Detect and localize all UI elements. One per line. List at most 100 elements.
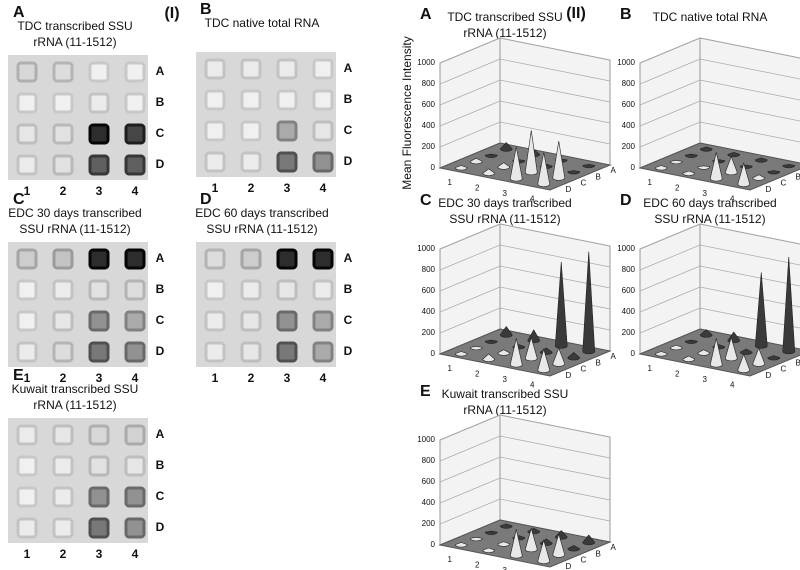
blot-spot: [16, 123, 38, 145]
panel-letter: A: [13, 4, 25, 21]
grid-line: [439, 37, 611, 64]
column-label: 3: [284, 181, 291, 195]
cone: [727, 151, 741, 158]
row-label: C: [156, 489, 165, 503]
column-label: 3: [96, 184, 103, 198]
blot-spot: [16, 92, 38, 114]
x-tick-label: 4: [530, 194, 535, 203]
blot-spot: [312, 120, 334, 142]
blot-spot: [276, 151, 298, 173]
grid-line: [439, 456, 611, 483]
grid-line: [439, 244, 611, 271]
blot-spot: [124, 248, 146, 270]
grid-line: [639, 121, 800, 148]
row-label: D: [566, 562, 572, 570]
blot-spot: [16, 486, 38, 508]
column-label: 2: [248, 371, 255, 385]
blot-spot: [16, 310, 38, 332]
cone: [554, 261, 568, 349]
y-tick-label: 1000: [617, 58, 635, 67]
cone: [537, 348, 551, 373]
x-tick-label: 1: [448, 178, 453, 187]
blot-spot: [276, 341, 298, 363]
y-tick-label: 0: [431, 349, 436, 358]
x-tick-label: 2: [675, 183, 680, 192]
row-label: D: [344, 154, 353, 168]
panel-letter: C: [13, 191, 25, 208]
grid-line: [439, 265, 611, 292]
y-tick-label: 400: [622, 307, 636, 316]
cone: [654, 351, 668, 357]
cone: [724, 336, 738, 362]
grid-line: [639, 79, 800, 106]
blot-spot: [276, 89, 298, 111]
column-label: 4: [132, 547, 139, 561]
cone: [537, 539, 551, 564]
y-tick-label: 600: [422, 477, 436, 486]
blot-spot: [16, 341, 38, 363]
blot-spot: [124, 123, 146, 145]
grid-line: [639, 286, 800, 313]
y-tick-label: 600: [622, 286, 636, 295]
blot-spot: [88, 455, 110, 477]
blot-spot: [52, 455, 74, 477]
blot-spot: [52, 279, 74, 301]
column-label: 1: [212, 371, 219, 385]
grid-line: [439, 223, 611, 250]
panel-letter: B: [200, 1, 212, 18]
cone: [524, 527, 538, 553]
row-label: D: [156, 520, 165, 534]
cone: [754, 157, 768, 163]
column-label: 4: [320, 181, 327, 195]
blot-spot: [312, 310, 334, 332]
row-label: B: [344, 92, 353, 106]
blot-spot: [88, 61, 110, 83]
panel-title: rRNA (11-1512): [33, 398, 116, 412]
cone: [552, 347, 566, 367]
column-label: 2: [60, 184, 67, 198]
blot-spot: [276, 58, 298, 80]
row-label: A: [611, 166, 617, 175]
row-label: C: [344, 123, 353, 137]
cone: [724, 155, 738, 176]
blot-spot: [88, 310, 110, 332]
cone: [669, 344, 683, 351]
cone: [567, 170, 581, 175]
cone: [767, 170, 781, 175]
y-axis-label: Mean Fluorescence Intensity: [400, 36, 414, 189]
cone: [567, 545, 581, 552]
blot-spot: [240, 310, 262, 332]
y-tick-label: 200: [422, 519, 436, 528]
row-label: B: [156, 95, 165, 109]
x-tick-label: 3: [503, 566, 508, 570]
x-tick-label: 4: [730, 380, 735, 389]
grid-line: [439, 79, 611, 106]
row-label: B: [596, 549, 601, 558]
blot-spot: [204, 58, 226, 80]
y-tick-label: 1000: [417, 435, 435, 444]
cone: [582, 164, 596, 169]
part-label: (II): [566, 5, 586, 22]
chart-title: TDC transcribed SSU: [447, 10, 562, 24]
blot-spot: [312, 248, 334, 270]
blot-spot: [124, 455, 146, 477]
column-label: 3: [96, 371, 103, 385]
blot-spot: [88, 424, 110, 446]
cone: [454, 542, 468, 548]
blot-spot: [124, 279, 146, 301]
y-tick-label: 800: [422, 79, 436, 88]
grid-line: [639, 37, 800, 64]
chart-title: rRNA (11-1512): [463, 403, 546, 417]
y-tick-label: 200: [422, 142, 436, 151]
floor: [438, 328, 612, 377]
blot-spot: [88, 279, 110, 301]
blot-spot: [88, 92, 110, 114]
cone: [739, 348, 753, 355]
blot-spot: [52, 310, 74, 332]
column-label: 3: [96, 547, 103, 561]
cone: [709, 152, 723, 182]
cone: [454, 165, 468, 171]
floor: [438, 519, 612, 568]
y-tick-label: 1000: [417, 244, 435, 253]
grid-line: [439, 286, 611, 313]
